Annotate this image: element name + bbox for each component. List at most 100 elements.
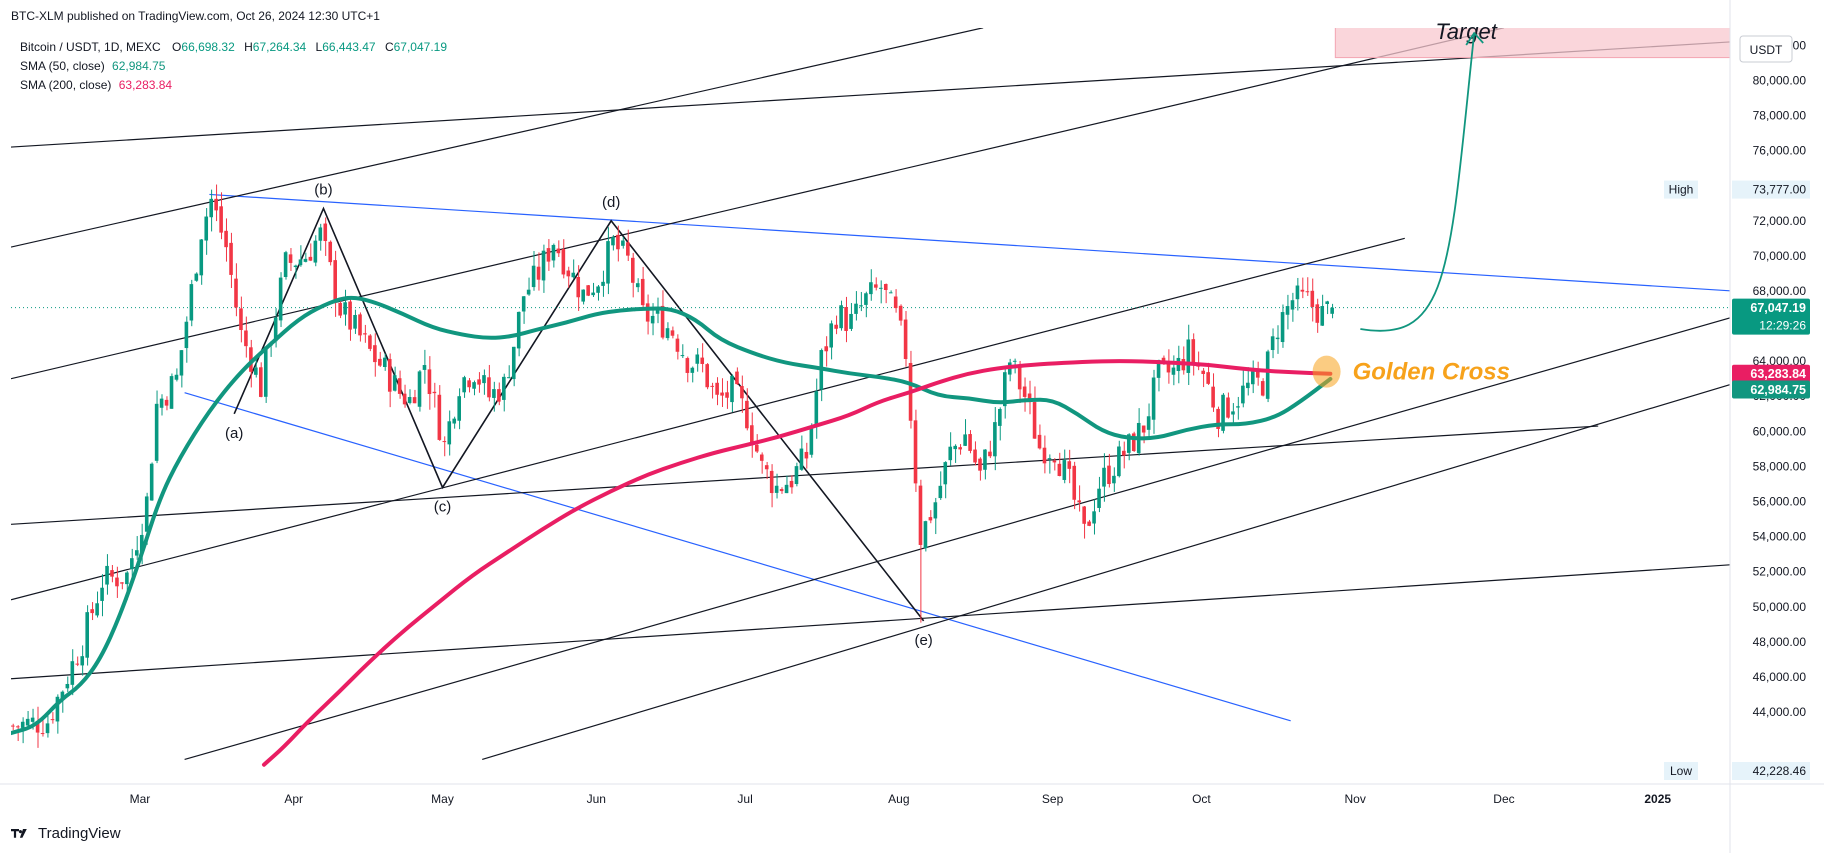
candle[interactable] (467, 378, 471, 393)
candle[interactable] (809, 423, 814, 458)
candle[interactable] (993, 407, 997, 471)
candle[interactable] (611, 235, 615, 251)
candle[interactable] (214, 184, 218, 222)
candle[interactable] (219, 192, 223, 240)
candle[interactable] (1330, 303, 1334, 319)
candle[interactable] (953, 444, 957, 463)
candle[interactable] (154, 390, 159, 464)
candle[interactable] (194, 272, 199, 282)
candle[interactable] (1260, 378, 1265, 397)
candle[interactable] (963, 419, 967, 446)
candle[interactable] (75, 656, 80, 667)
candle[interactable] (983, 449, 987, 480)
candle[interactable] (829, 320, 833, 360)
candle[interactable] (80, 645, 85, 676)
tradingview-logo[interactable]: TradingView (11, 825, 121, 842)
candle[interactable] (1156, 359, 1161, 392)
candle[interactable] (387, 353, 392, 408)
candle[interactable] (407, 389, 412, 405)
candle[interactable] (1305, 277, 1310, 296)
candle[interactable] (447, 410, 452, 456)
candle[interactable] (601, 270, 605, 297)
candle[interactable] (452, 416, 457, 429)
candle[interactable] (432, 382, 437, 408)
trendline-flat-line-3[interactable] (11, 564, 1732, 680)
candle[interactable] (1151, 369, 1156, 434)
candle[interactable] (710, 382, 714, 399)
candle[interactable] (730, 374, 734, 413)
candle[interactable] (799, 435, 804, 471)
candle[interactable] (928, 510, 933, 524)
candle[interactable] (536, 252, 541, 291)
candle[interactable] (348, 299, 352, 341)
candle[interactable] (472, 380, 476, 396)
candle[interactable] (373, 333, 377, 377)
candle[interactable] (507, 365, 511, 379)
candle[interactable] (1300, 277, 1305, 299)
candle[interactable] (90, 602, 94, 621)
candle[interactable] (759, 452, 764, 474)
candle[interactable] (804, 442, 809, 469)
low-price-badge[interactable]: Low 42,228.46 (1664, 762, 1810, 780)
candle[interactable] (948, 432, 953, 466)
candle[interactable] (1097, 476, 1101, 513)
candle[interactable] (368, 334, 372, 352)
candle[interactable] (943, 461, 948, 499)
candle[interactable] (422, 349, 427, 384)
candle[interactable] (234, 263, 238, 317)
target-zone[interactable] (1334, 17, 1732, 59)
candle[interactable] (1107, 453, 1111, 488)
candle[interactable] (1022, 377, 1027, 412)
candle[interactable] (1007, 358, 1012, 382)
candle[interactable] (427, 356, 432, 410)
candle[interactable] (849, 303, 853, 332)
candle[interactable] (40, 717, 45, 737)
candle[interactable] (670, 326, 675, 339)
wave-zigzag[interactable] (233, 206, 925, 622)
candle[interactable] (1211, 373, 1215, 412)
candle[interactable] (571, 259, 576, 279)
candle[interactable] (1032, 386, 1037, 439)
candle[interactable] (437, 385, 442, 441)
candle[interactable] (968, 430, 972, 454)
candle[interactable] (224, 218, 228, 262)
candle[interactable] (1251, 360, 1255, 394)
candle[interactable] (412, 389, 417, 404)
candle[interactable] (511, 346, 516, 387)
golden-cross-marker[interactable] (1312, 355, 1341, 388)
candle[interactable] (998, 407, 1002, 441)
candle[interactable] (100, 574, 104, 617)
sma200-line[interactable] (261, 359, 1333, 767)
candle[interactable] (70, 649, 75, 696)
candle[interactable] (135, 536, 139, 560)
candle[interactable] (1310, 278, 1315, 322)
candle[interactable] (392, 366, 397, 392)
sma200-price-badge[interactable]: 63,283.84 (1732, 364, 1810, 383)
candle[interactable] (576, 265, 581, 311)
candle[interactable] (978, 457, 982, 481)
candle[interactable] (546, 239, 551, 271)
trendline-triangle-upper[interactable] (209, 193, 1732, 292)
candle[interactable] (566, 266, 571, 288)
candle[interactable] (1270, 328, 1275, 359)
candle[interactable] (596, 284, 600, 301)
candle[interactable] (1265, 349, 1270, 403)
candle[interactable] (1141, 425, 1146, 444)
candle[interactable] (883, 283, 888, 304)
trendline-channel-line-2[interactable] (11, 28, 1505, 380)
candle[interactable] (1027, 380, 1032, 415)
candle[interactable] (1295, 277, 1300, 311)
candle[interactable] (1112, 467, 1116, 492)
candle[interactable] (283, 250, 288, 280)
symbol-ohlc-line[interactable]: Bitcoin / USDT, 1D, MEXC O66,698.32 H67,… (20, 40, 447, 54)
candle[interactable] (397, 370, 402, 399)
candle[interactable] (482, 369, 486, 395)
candle[interactable] (169, 373, 174, 409)
candle[interactable] (621, 236, 625, 249)
candle[interactable] (888, 290, 893, 294)
candle[interactable] (1087, 519, 1091, 527)
candle[interactable] (1325, 300, 1329, 315)
last-price-badge[interactable]: 67,047.19 12:29:26 (1732, 298, 1810, 335)
candle[interactable] (859, 291, 863, 312)
candle[interactable] (254, 356, 258, 378)
